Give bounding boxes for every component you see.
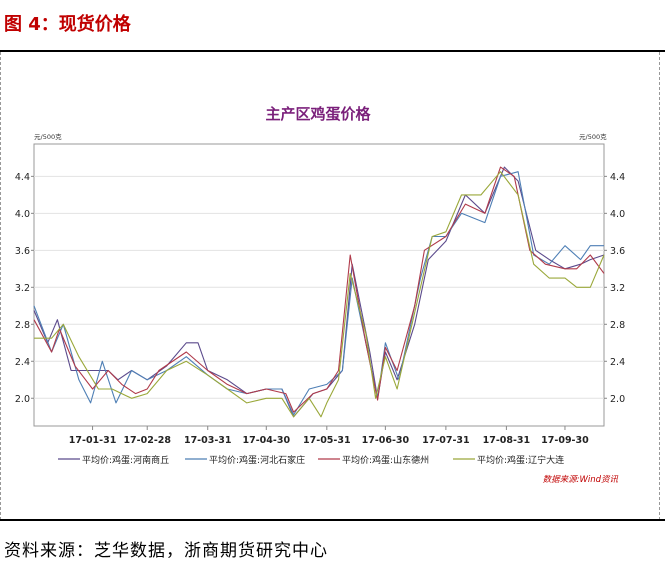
y-tick-label-left: 3.6	[15, 246, 30, 257]
y-tick-label-right: 2.0	[610, 394, 625, 405]
plot-area-border	[33, 143, 605, 427]
y-tick-label-right: 2.4	[610, 357, 625, 368]
chart-title: 主产区鸡蛋价格	[265, 105, 371, 123]
y-unit-left: 元/500克	[34, 133, 62, 141]
x-tick-label: 17-01-31	[69, 435, 117, 446]
data-credit: 数据来源:Wind资讯	[543, 474, 619, 485]
chart-frame	[0, 52, 660, 520]
y-tick-label-left: 4.4	[15, 172, 30, 183]
series-line-1	[33, 166, 605, 418]
x-tick-label: 17-05-31	[303, 435, 351, 446]
source-note: 资料来源：芝华数据，浙商期货研究中心	[4, 541, 328, 561]
top-rule	[0, 50, 665, 52]
y-tick-label-left: 2.4	[15, 357, 30, 368]
y-tick-label-left: 2.8	[15, 320, 30, 331]
x-tick-label: 17-04-30	[243, 435, 291, 446]
x-tick-label: 17-02-28	[123, 435, 171, 446]
y-tick-label-left: 4.0	[15, 209, 30, 220]
y-tick-label-right: 2.8	[610, 320, 625, 331]
y-unit-right: 元/500克	[579, 133, 607, 141]
y-tick-label-right: 4.0	[610, 209, 625, 220]
y-tick-label-left: 2.0	[15, 394, 30, 405]
x-tick-label: 17-03-31	[184, 435, 232, 446]
legend-label-4: 平均价:鸡蛋:辽宁大连	[477, 454, 564, 466]
x-tick-label: 17-09-30	[541, 435, 589, 446]
y-tick-label-left: 3.2	[15, 283, 30, 294]
y-tick-label-right: 4.4	[610, 172, 625, 183]
series-line-4	[34, 171, 605, 418]
x-tick-label: 17-06-30	[362, 435, 410, 446]
x-tick-label: 17-07-31	[422, 435, 470, 446]
legend-label-3: 平均价:鸡蛋:山东德州	[342, 454, 429, 466]
series-line-3	[33, 166, 605, 413]
bottom-rule	[0, 519, 665, 521]
x-tick-label: 17-08-31	[483, 435, 531, 446]
legend-label-2: 平均价:鸡蛋:河北石家庄	[209, 454, 305, 466]
y-tick-label-right: 3.6	[610, 246, 625, 257]
y-tick-label-right: 3.2	[610, 283, 625, 294]
figure-title: 图 4：现货价格	[4, 14, 131, 35]
legend-label-1: 平均价:鸡蛋:河南商丘	[82, 454, 169, 466]
